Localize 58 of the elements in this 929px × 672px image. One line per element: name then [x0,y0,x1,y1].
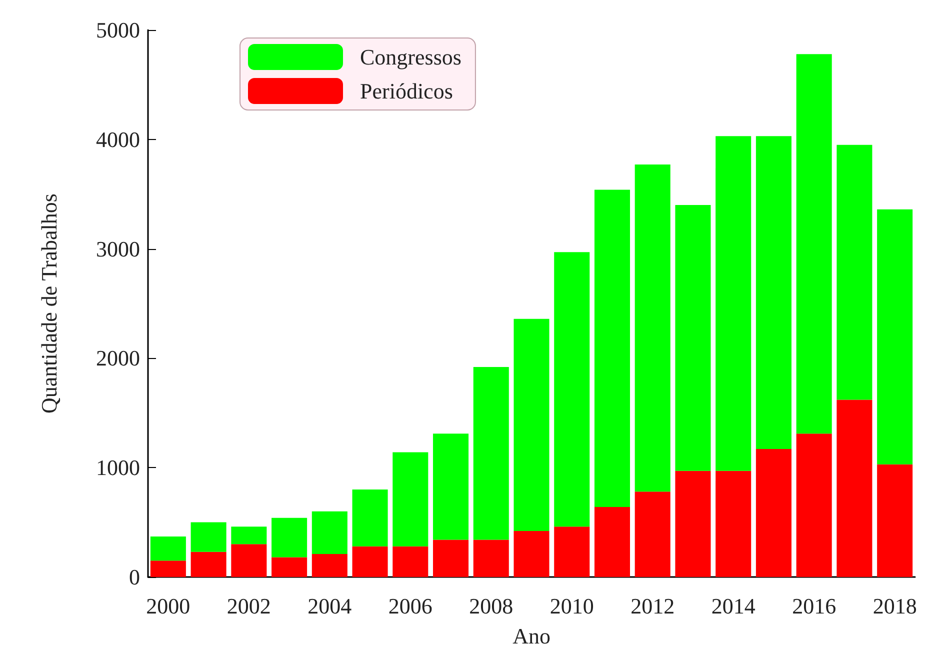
bar [272,557,308,577]
y-tick-label: 1000 [96,455,140,480]
bar [473,540,509,577]
bar [675,205,711,471]
bar [756,449,792,577]
x-axis-title: Ano [512,624,550,648]
bar [554,526,590,577]
bar [473,366,509,540]
y-tick-label: 0 [129,564,140,590]
x-tick-label: 2000 [146,594,190,618]
bar [190,552,226,577]
x-tick-label: 2010 [550,594,594,618]
x-tick-label: 2014 [711,594,756,618]
bar [312,554,348,577]
bar [352,489,388,546]
bar [554,252,590,527]
bar [594,190,630,507]
bar [231,526,267,544]
bar [675,470,711,577]
bar [634,492,670,577]
bar [433,540,469,577]
legend-label: Periódicos [360,78,453,104]
bar [716,470,752,577]
bar [231,544,267,577]
bar [150,560,186,577]
bar [634,164,670,492]
y-tick-label: 5000 [96,18,140,42]
legend-label: Congressos [360,44,462,70]
x-tick-label: 2012 [630,594,675,618]
x-tick-label: 2006 [388,594,432,618]
bar [514,318,550,532]
bar [392,546,428,577]
y-tick-label: 2000 [96,346,140,371]
x-tick-label: 2002 [226,594,271,618]
bar [756,136,792,449]
bar [836,144,872,400]
bar [877,464,913,577]
x-tick-label: 2008 [469,594,514,618]
bar [433,434,469,540]
bar [352,546,388,577]
bar [594,506,630,577]
y-tick-label: 4000 [96,126,140,152]
bar [150,536,186,561]
bar [877,209,913,464]
bar [716,136,752,471]
bar [796,54,832,434]
x-tick-label: 2004 [308,594,352,618]
bar [312,511,348,554]
bar [514,531,550,577]
y-axis-title: Quantidade de Trabalhos [36,194,62,414]
y-tick-label: 3000 [96,236,140,262]
bar [836,400,872,577]
x-tick-label: 2016 [792,594,836,618]
bar [272,518,308,558]
x-tick-label: 2018 [872,594,917,618]
bar [190,522,226,552]
bar [392,452,428,546]
bar [796,434,832,577]
